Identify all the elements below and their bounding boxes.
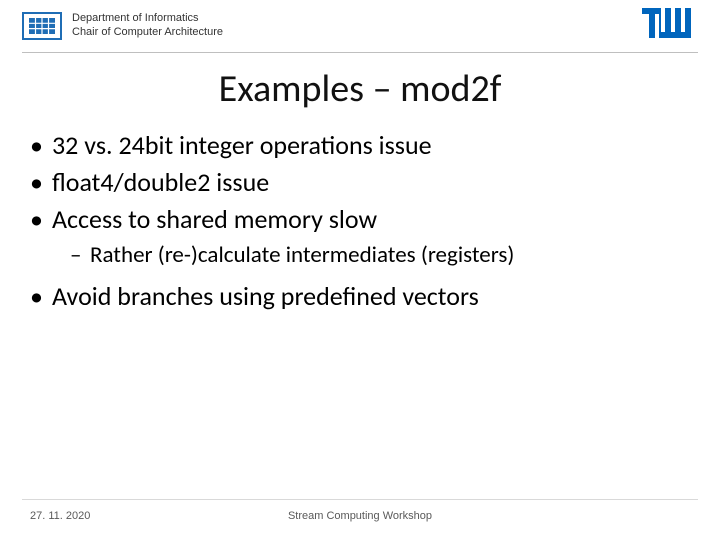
header: Department of Informatics Chair of Compu… (0, 10, 720, 54)
bullet-item: • Avoid branches using predefined vector… (30, 279, 690, 314)
department-text: Department of Informatics Chair of Compu… (72, 12, 223, 40)
header-right (642, 8, 698, 43)
bullet-item: • 32 vs. 24bit integer operations issue (30, 128, 690, 163)
footer-divider (22, 499, 698, 500)
bullet-text: 32 vs. 24bit integer operations issue (52, 128, 432, 163)
header-divider (22, 52, 698, 53)
department-line-2: Chair of Computer Architecture (72, 26, 223, 40)
sub-bullet-marker-icon: – (70, 241, 90, 271)
sub-bullet-text: Rather (re-)calculate intermediates (reg… (90, 241, 514, 271)
slide: Department of Informatics Chair of Compu… (0, 0, 720, 540)
bullet-marker-icon: • (30, 165, 52, 200)
bullet-marker-icon: • (30, 202, 52, 237)
content: • 32 vs. 24bit integer operations issue … (30, 128, 690, 316)
tum-logo-icon (642, 24, 698, 43)
bullet-text: Access to shared memory slow (52, 202, 377, 237)
bullet-item: • float4/double2 issue (30, 165, 690, 200)
bullet-marker-icon: • (30, 279, 52, 314)
footer-event: Stream Computing Workshop (0, 510, 720, 522)
bullet-text: float4/double2 issue (52, 165, 269, 200)
sub-bullet-item: – Rather (re-)calculate intermediates (r… (70, 241, 690, 271)
bullet-text: Avoid branches using predefined vectors (52, 279, 479, 314)
slide-title: Examples – mod2f (0, 66, 720, 112)
bullet-marker-icon: • (30, 128, 52, 163)
chip-icon (22, 12, 62, 40)
header-left: Department of Informatics Chair of Compu… (22, 12, 223, 40)
bullet-item: • Access to shared memory slow (30, 202, 690, 237)
department-line-1: Department of Informatics (72, 12, 223, 26)
